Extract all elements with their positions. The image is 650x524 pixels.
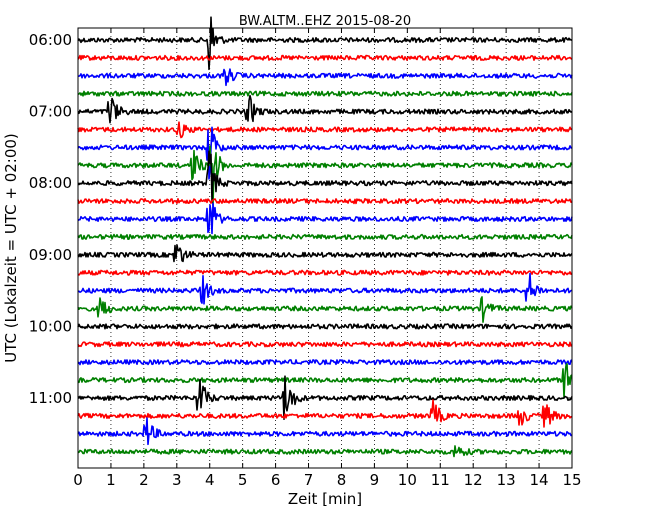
seismic-trace: [77, 445, 573, 458]
plot-frame: [77, 27, 573, 469]
seismic-trace: [77, 202, 573, 235]
x-tick-label: 6: [271, 471, 281, 489]
x-tick-label: 13: [497, 471, 516, 489]
seismic-trace: [77, 417, 573, 446]
seismic-trace: [77, 145, 573, 207]
x-tick-label: 12: [464, 471, 483, 489]
seismic-trace: [77, 363, 573, 399]
x-tick-label: 11: [431, 471, 450, 489]
seismic-trace: [77, 94, 573, 124]
seismic-trace: [77, 341, 573, 348]
seismic-trace: [77, 399, 573, 428]
seismic-trace: [77, 272, 573, 305]
seismic-trace: [77, 90, 573, 97]
y-axis-label: UTC (Lokalzeit = UTC + 02:00): [2, 133, 20, 363]
seismic-trace: [77, 244, 573, 263]
seismic-trace: [77, 126, 572, 180]
x-tick-label: 0: [73, 471, 83, 489]
y-tick-label: 09:00: [29, 246, 72, 264]
seismic-trace: [77, 359, 573, 366]
x-tick-label: 4: [205, 471, 215, 489]
x-tick-label: 9: [370, 471, 380, 489]
seismic-trace: [77, 150, 573, 204]
y-tick-label: 10:00: [29, 317, 72, 335]
seismic-trace: [77, 198, 573, 205]
seismic-trace: [77, 16, 573, 71]
y-tick-label: 11:00: [29, 389, 72, 407]
x-tick-label: 10: [398, 471, 417, 489]
x-tick-label: 7: [304, 471, 314, 489]
seismic-trace: [77, 233, 573, 240]
seismic-trace: [77, 68, 573, 87]
x-tick-label: 15: [562, 471, 581, 489]
seismic-trace: [77, 269, 573, 276]
x-axis-label: Zeit [min]: [288, 490, 362, 508]
y-tick-label: 08:00: [29, 174, 72, 192]
x-tick-label: 5: [238, 471, 248, 489]
x-tick-label: 3: [172, 471, 182, 489]
x-tick-label: 8: [337, 471, 347, 489]
x-tick-label: 2: [139, 471, 149, 489]
x-tick-label: 14: [530, 471, 549, 489]
y-tick-label: 07:00: [29, 103, 72, 121]
seismic-trace: [77, 121, 573, 139]
seismic-trace: [77, 54, 573, 61]
seismic-trace: [77, 323, 573, 330]
chart-title: BW.ALTM..EHZ 2015-08-20: [239, 14, 411, 29]
seismic-trace: [77, 296, 573, 323]
x-tick-label: 1: [106, 471, 116, 489]
plot-area: [77, 16, 573, 468]
y-tick-label: 06:00: [29, 31, 72, 49]
seismic-trace: [77, 375, 573, 420]
